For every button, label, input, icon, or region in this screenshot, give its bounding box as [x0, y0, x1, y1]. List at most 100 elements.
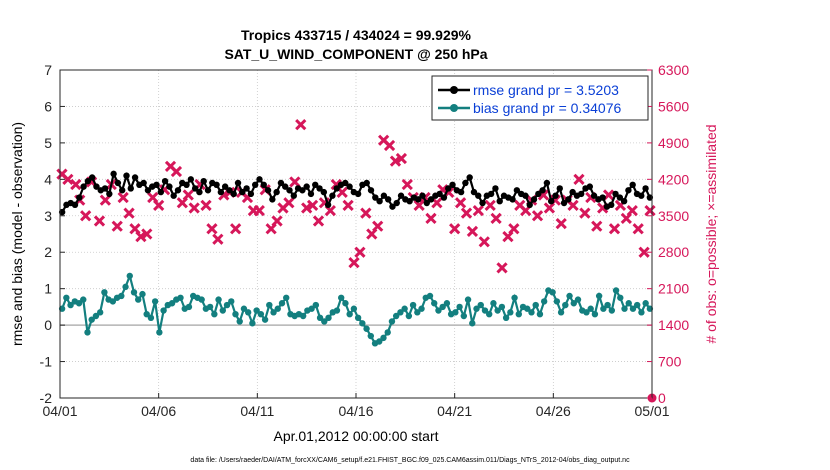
bias-point	[634, 301, 641, 309]
rmse-point	[513, 187, 521, 194]
rmse-point	[204, 187, 212, 194]
bias-point	[215, 296, 222, 303]
rmse-point	[415, 196, 422, 203]
rmse-point	[187, 176, 195, 183]
rmse-point	[239, 188, 246, 196]
x-tick-label: 04/21	[437, 403, 472, 419]
obs-assimilated-marker	[360, 207, 372, 219]
rmse-point	[88, 174, 96, 181]
bias-point	[139, 290, 146, 298]
bias-point	[211, 310, 218, 318]
rmse-point	[436, 190, 443, 198]
bias-point	[469, 320, 476, 327]
obs-assimilated-marker	[401, 178, 413, 191]
bias-point	[532, 301, 539, 309]
rmse-point	[312, 181, 319, 188]
bias-point	[75, 300, 83, 307]
legend-bias-marker	[450, 104, 458, 112]
rmse-point	[475, 192, 482, 199]
y-axis-left: -2 -1 0 1 2 3 4 5 6 7	[40, 62, 65, 406]
obs-assimilated-marker	[182, 189, 194, 201]
obs-assimilated-marker	[573, 173, 585, 185]
rmse-point	[286, 187, 293, 194]
y-right-tick-label: 700	[658, 354, 682, 370]
rmse-point	[251, 181, 259, 188]
rmse-point	[58, 208, 66, 216]
bias-point	[405, 312, 413, 320]
y-right-tick-label: 5600	[658, 98, 689, 114]
rmse-point	[183, 181, 190, 188]
rmse-point	[264, 187, 272, 194]
bias-point	[443, 300, 451, 307]
bias-point	[147, 314, 155, 322]
obs-assimilated-marker	[425, 212, 437, 225]
obs-assimilated-marker	[206, 223, 218, 235]
y-right-tick-label: 4200	[658, 171, 689, 187]
rmse-point	[638, 192, 645, 199]
obs-assimilated-marker	[312, 215, 325, 227]
obs-assimilated-marker	[200, 199, 212, 211]
rmse-point	[273, 188, 280, 196]
y-tick-label: 6	[44, 98, 52, 114]
obs-assimilated-marker	[188, 202, 200, 214]
rmse-point	[346, 183, 353, 190]
bias-point	[350, 305, 358, 312]
rmse-point	[260, 181, 267, 188]
x-tick-label: 04/11	[240, 403, 274, 419]
bias-point	[219, 307, 226, 314]
bias-point	[401, 305, 408, 312]
bias-point	[228, 298, 235, 305]
bias-point	[160, 307, 167, 314]
rmse-point	[445, 185, 452, 192]
rmse-point	[509, 196, 516, 203]
obs-assimilated-marker	[153, 199, 165, 211]
bias-point	[384, 329, 391, 336]
obs-assimilated-marker	[484, 199, 496, 211]
rmse-point	[560, 199, 568, 207]
bias-point	[431, 300, 438, 307]
legend-rmse-marker	[450, 86, 458, 94]
rmse-point	[191, 185, 199, 192]
obs-assimilated-marker	[508, 223, 520, 235]
obs-assimilated-marker	[230, 223, 242, 235]
obs-assimilated-marker	[579, 207, 591, 219]
rmse-point	[487, 190, 495, 198]
bias-point	[481, 307, 489, 314]
obs-assimilated-marker	[478, 236, 490, 248]
obs-assimilated-marker	[372, 220, 384, 232]
bias-point	[477, 301, 484, 309]
rmse-point	[646, 194, 654, 201]
rmse-point	[84, 177, 92, 185]
rmse-point	[440, 194, 448, 201]
bias-point	[363, 325, 370, 332]
obs-assimilated-marker	[70, 178, 82, 191]
obs-assimilated-marker	[602, 189, 615, 201]
bias-point	[490, 300, 497, 307]
rmse-point	[144, 187, 152, 194]
rmse-point	[196, 188, 203, 196]
obs-assimilated-marker	[289, 176, 301, 188]
bias-point	[151, 298, 159, 305]
obs-assimilated-marker	[466, 225, 479, 238]
bias-point	[418, 305, 425, 312]
bias-point	[426, 292, 434, 300]
bias-point	[553, 298, 561, 305]
rmse-point	[170, 192, 177, 199]
bias-point	[621, 305, 628, 312]
rmse-point	[367, 187, 375, 194]
bias-point	[435, 307, 442, 314]
bias-point	[96, 309, 104, 316]
bias-point	[473, 305, 480, 312]
bias-point	[528, 309, 535, 316]
bias-point	[354, 314, 362, 322]
rmse-point	[427, 196, 435, 203]
rmse-series	[58, 170, 654, 216]
bias-point	[333, 307, 341, 314]
y-axis-right: 0 700 1400 2100 2800 3500 4200 4900 5600 6300	[647, 62, 689, 406]
rmse-point	[569, 188, 576, 196]
bias-point	[156, 329, 163, 336]
bias-point	[574, 296, 582, 303]
bias-point	[325, 314, 332, 322]
bias-point	[587, 305, 594, 312]
obs-assimilated-marker	[93, 215, 106, 227]
